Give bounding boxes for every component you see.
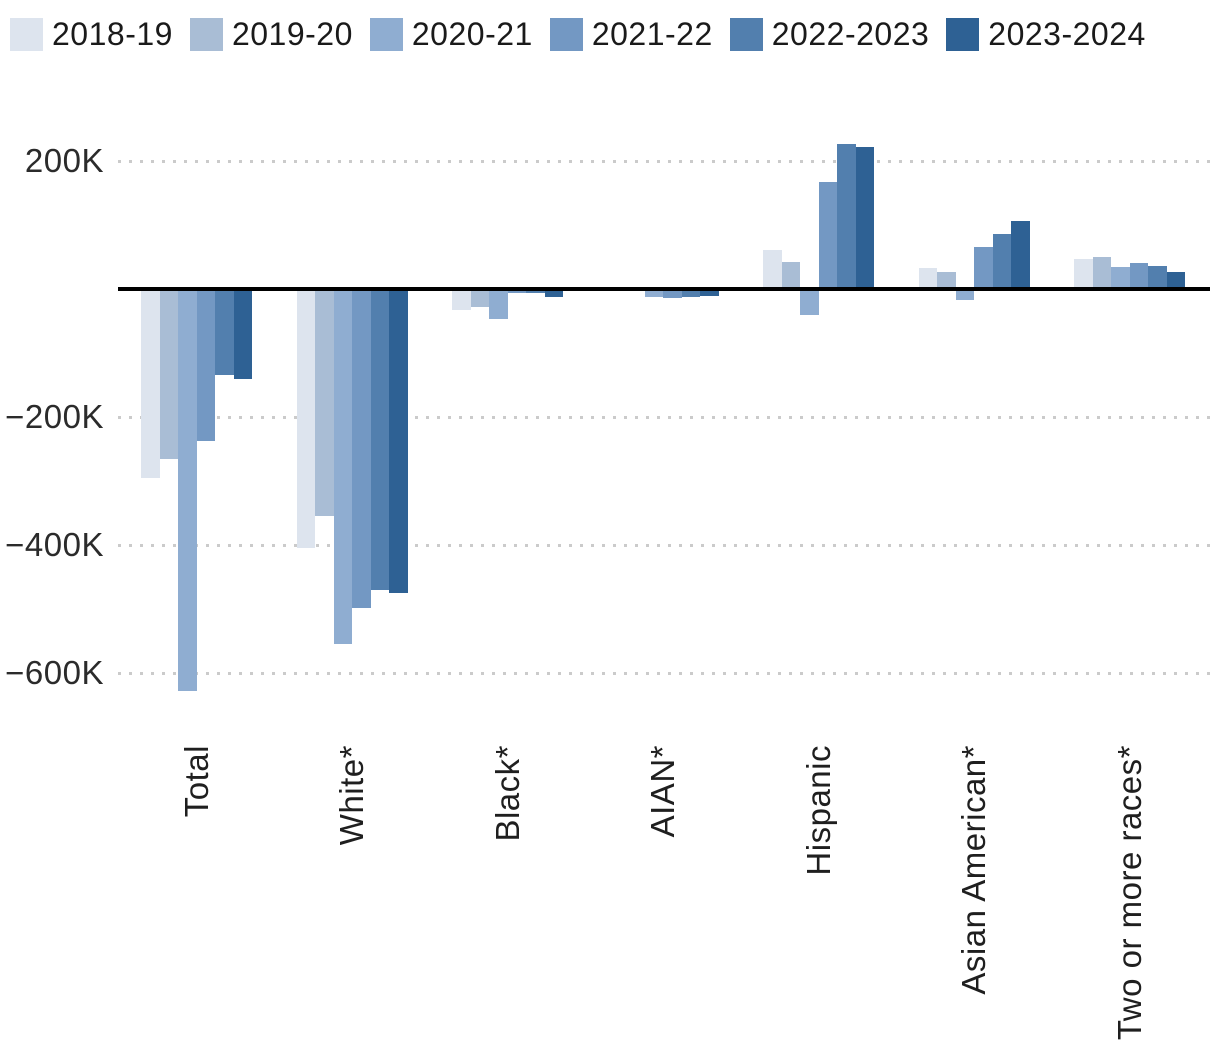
bar-two-or-more-races-2018-19 [1074,258,1093,289]
gridline-−600k [118,671,1210,675]
x-axis-label-total: Total [177,745,217,1045]
x-axis-label-text: Asian American* [955,745,992,995]
bar-aian-2023-2024 [700,289,719,297]
x-axis-label-two-or-more-races: Two or more races* [1110,745,1150,1045]
bar-two-or-more-races-2021-22 [1129,262,1148,289]
x-axis-label-white: White* [332,745,372,1045]
legend-swatch-icon [369,18,403,51]
x-axis-label-black: Black* [488,745,528,1045]
x-axis-label-text: White* [333,745,370,846]
legend-swatch-icon [729,18,763,51]
y-axis-tick-label: −200K [5,398,104,435]
bar-white-2023-2024 [389,289,408,593]
bar-asian-american-2020-21 [955,289,974,300]
bar-two-or-more-races-2022-2023 [1148,265,1167,289]
bar-black-2019-20 [470,289,489,307]
gridline-200k [118,159,1210,163]
bar-hispanic-2023-2024 [855,146,874,289]
bar-black-2018-19 [452,289,471,311]
legend-swatch-icon [549,18,583,51]
legend-swatch-icon [946,18,980,51]
bar-white-2020-21 [333,289,352,645]
bar-total-2020-21 [178,289,197,691]
bar-black-2022-2023 [526,289,545,294]
legend: 2018-19 2019-20 2020-21 2021-22 2022-2023 202… [10,18,1146,51]
bar-black-2021-22 [507,289,526,294]
bar-aian-2021-22 [663,289,682,298]
legend-label: 2021-22 [591,16,713,52]
bar-hispanic-2021-22 [818,182,837,289]
bar-white-2022-2023 [370,289,389,590]
legend-label: 2018-19 [52,16,173,52]
bar-asian-american-2018-19 [918,267,937,289]
legend-label: 2020-21 [411,16,533,52]
y-axis-tick-label: 200K [24,142,104,179]
bar-white-2019-20 [315,289,334,517]
legend-item-2018-19: 2018-19 [10,18,173,51]
gridline-−200k [118,415,1210,419]
bar-two-or-more-races-2020-21 [1111,267,1130,289]
legend-item-2020-21: 2020-21 [369,16,533,52]
bar-hispanic-2019-20 [781,262,800,289]
bar-total-2018-19 [141,289,160,478]
legend-label: 2019-20 [231,16,353,52]
legend-item-2022-2023: 2022-2023 [729,16,930,52]
legend-label: 2023-2024 [988,16,1146,52]
x-axis-label-asian-american: Asian American* [954,745,994,1045]
zero-axis-line [118,287,1210,291]
x-axis-label-aian: AIAN* [643,745,683,1045]
bar-hispanic-2020-21 [800,289,819,316]
y-axis-tick-label: −400K [5,526,104,563]
bar-total-2019-20 [159,289,178,459]
legend-item-2023-2024: 2023-2024 [946,18,1146,51]
bar-black-2023-2024 [544,289,563,297]
x-axis-label-hispanic: Hispanic [799,745,839,1045]
bar-white-2021-22 [352,289,371,608]
bar-white-2018-19 [296,289,315,549]
bar-total-2023-2024 [233,289,252,379]
x-axis-label-text: Two or more races* [1110,745,1148,1041]
gridline-−400k [118,543,1210,547]
bar-asian-american-2021-22 [974,246,993,289]
bar-total-2022-2023 [215,289,234,376]
legend-label: 2022-2023 [771,16,930,52]
bar-two-or-more-races-2019-20 [1092,257,1111,289]
bar-two-or-more-races-2023-2024 [1166,271,1185,289]
bar-asian-american-2022-2023 [992,233,1011,289]
legend-swatch-icon [10,18,43,51]
legend-item-2021-22: 2021-22 [549,16,713,52]
bar-hispanic-2018-19 [763,249,782,289]
bar-asian-american-2019-20 [937,271,956,289]
x-axis-label-text: Black* [488,745,526,842]
legend-swatch-icon [189,18,223,51]
bar-hispanic-2022-2023 [837,143,856,289]
x-axis-label-text: AIAN* [644,745,681,838]
bar-total-2021-22 [196,289,215,442]
bar-black-2020-21 [489,289,508,320]
bar-aian-2022-2023 [681,289,700,297]
bar-asian-american-2023-2024 [1011,221,1030,289]
x-axis-label-text: Hispanic [799,745,837,876]
legend-item-2019-20: 2019-20 [189,16,353,52]
x-axis-label-text: Total [177,745,215,818]
bar-aian-2020-21 [644,289,663,297]
y-axis-tick-label: −600K [5,654,104,691]
